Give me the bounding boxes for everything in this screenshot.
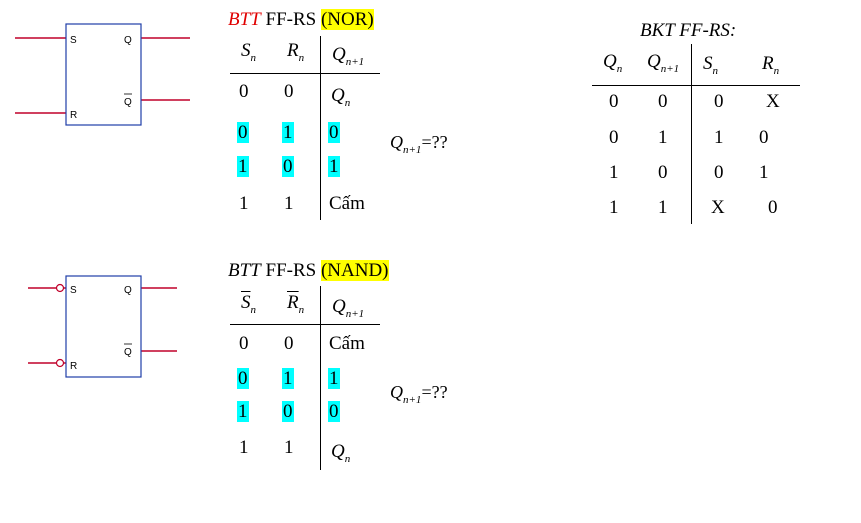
nor-question: Qn+1=?? bbox=[390, 132, 448, 156]
nand-row2-s: 0 bbox=[237, 368, 249, 389]
bkt-row2-qn1: 1 bbox=[658, 127, 668, 148]
nor-row4-q: Cấm bbox=[329, 193, 365, 214]
nand-row2-q: 1 bbox=[328, 368, 340, 389]
nor-row1-s: 0 bbox=[239, 81, 249, 102]
nor-row4-r: 1 bbox=[284, 193, 294, 214]
nand-header-rule bbox=[230, 324, 380, 325]
bkt-row1-qn1: 0 bbox=[658, 91, 668, 112]
nor-table-title: BTT FF-RS (NOR) bbox=[228, 9, 374, 31]
nand-row3-q: 0 bbox=[328, 401, 340, 422]
nand-s-bubble bbox=[55, 283, 65, 293]
nand-title-ffrs: FF-RS bbox=[260, 260, 321, 281]
nor-header-sn: Sn bbox=[241, 40, 256, 64]
bkt-row3-rn: 1 bbox=[759, 162, 769, 183]
bkt-row2-qn: 0 bbox=[609, 127, 619, 148]
nand-row1-s: 0 bbox=[239, 333, 249, 354]
nand-title-gate: (NAND) bbox=[320, 260, 389, 281]
nand-header-sn: Sn bbox=[241, 292, 256, 316]
nor-r-pin-label: R bbox=[70, 110, 77, 121]
nor-column-divider bbox=[320, 36, 321, 220]
bkt-row1-qn: 0 bbox=[609, 91, 619, 112]
nor-row3-s: 1 bbox=[237, 156, 249, 177]
nand-s-pin-label: S bbox=[70, 285, 77, 296]
nand-row3-s: 1 bbox=[237, 401, 249, 422]
nor-title-btt: BTT bbox=[228, 9, 261, 30]
nand-r-bubble bbox=[55, 358, 65, 368]
nand-header-rn: Rn bbox=[287, 292, 305, 316]
nor-row1-r: 0 bbox=[284, 81, 294, 102]
nand-title-btt: BTT bbox=[228, 260, 261, 281]
nor-header-rn: Rn bbox=[287, 40, 305, 64]
nor-row2-r: 1 bbox=[282, 122, 294, 143]
bkt-row1-sn: 0 bbox=[714, 91, 724, 112]
nand-row1-r: 0 bbox=[284, 333, 294, 354]
nor-s-pin-label: S bbox=[70, 35, 77, 46]
nor-row3-q: 1 bbox=[328, 156, 340, 177]
nand-row1-q: Cấm bbox=[329, 333, 365, 354]
bkt-header-qn: Qn bbox=[603, 51, 623, 75]
nor-title-gate: (NOR) bbox=[320, 9, 374, 30]
bkt-row4-rn: 0 bbox=[768, 197, 778, 218]
nor-row3-r: 0 bbox=[282, 156, 294, 177]
bkt-row2-rn: 0 bbox=[759, 127, 769, 148]
nand-header-qn1: Qn+1 bbox=[332, 296, 365, 320]
nand-question: Qn+1=?? bbox=[390, 382, 448, 406]
nor-title-ffrs: FF-RS bbox=[260, 9, 321, 30]
bkt-header-sn: Sn bbox=[703, 53, 718, 77]
bkt-title: BKT FF-RS: bbox=[640, 20, 737, 41]
nand-row3-r: 0 bbox=[282, 401, 294, 422]
nand-ff-box bbox=[65, 275, 142, 378]
nand-qbar-pin-label: Q bbox=[124, 347, 132, 358]
nor-q-pin-label: Q bbox=[124, 35, 132, 46]
nand-column-divider bbox=[320, 286, 321, 470]
nor-header-rule bbox=[230, 73, 380, 74]
nand-row2-r: 1 bbox=[282, 368, 294, 389]
nand-row4-r: 1 bbox=[284, 437, 294, 458]
nor-row2-q: 0 bbox=[328, 122, 340, 143]
nor-row2-s: 0 bbox=[237, 122, 249, 143]
nor-row1-q: Qn bbox=[331, 85, 351, 109]
bkt-row3-qn: 1 bbox=[609, 162, 619, 183]
bkt-row4-sn: X bbox=[711, 197, 725, 218]
bkt-header-qn1: Qn+1 bbox=[647, 51, 680, 75]
bkt-row3-sn: 0 bbox=[714, 162, 724, 183]
bkt-column-divider bbox=[691, 44, 692, 224]
bkt-row1-rn: X bbox=[766, 91, 780, 112]
nand-q-pin-label: Q bbox=[124, 285, 132, 296]
nand-r-pin-label: R bbox=[70, 361, 77, 372]
bkt-row4-qn1: 1 bbox=[658, 197, 668, 218]
bkt-row3-qn1: 0 bbox=[658, 162, 668, 183]
nor-ff-box bbox=[65, 23, 142, 126]
nor-row4-s: 1 bbox=[239, 193, 249, 214]
nand-table-title: BTT FF-RS (NAND) bbox=[228, 260, 389, 282]
bkt-header-rn: Rn bbox=[762, 53, 780, 77]
nand-row4-s: 1 bbox=[239, 437, 249, 458]
nor-header-qn1: Qn+1 bbox=[332, 44, 365, 68]
bkt-row2-sn: 1 bbox=[714, 127, 724, 148]
bkt-row4-qn: 1 bbox=[609, 197, 619, 218]
nand-row4-q: Qn bbox=[331, 441, 351, 465]
nor-qbar-pin-label: Q bbox=[124, 97, 132, 108]
bkt-header-rule bbox=[592, 85, 800, 86]
